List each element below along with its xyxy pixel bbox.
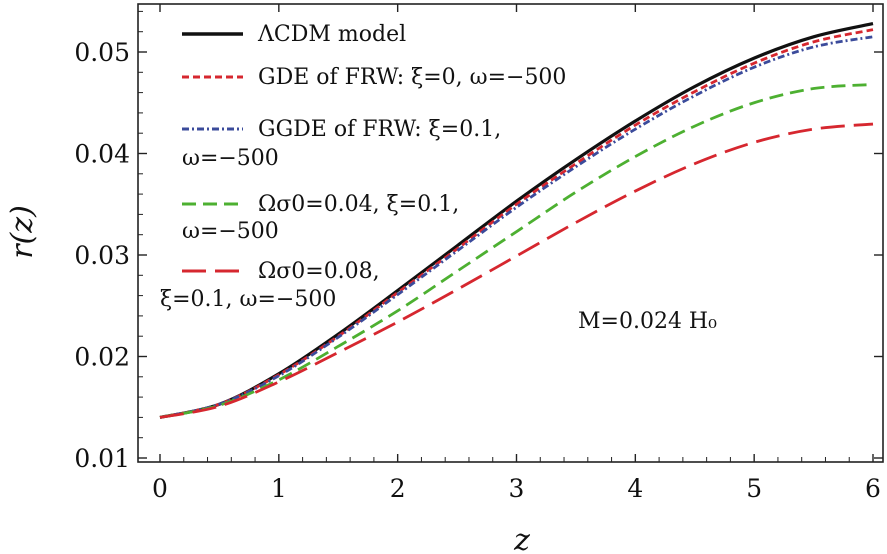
y-tick-label: 0.05 — [74, 38, 130, 67]
y-tick-label: 0.02 — [74, 343, 130, 372]
x-tick-label: 6 — [865, 474, 881, 503]
x-tick-label: 1 — [271, 474, 287, 503]
plot-frame — [137, 3, 884, 463]
x-tick-label: 2 — [390, 474, 406, 503]
x-tick-label: 0 — [152, 474, 168, 503]
legend-label-5: ξ=0.1, ω=−500 — [160, 287, 336, 312]
legend-label-3: GGDE of FRW: ξ=0.1, — [258, 117, 501, 142]
curves-layer — [159, 22, 874, 419]
x-tick-label: 3 — [509, 474, 525, 503]
x-tick-label: 4 — [627, 474, 643, 503]
y-axis-title: r(z) — [5, 205, 40, 259]
x-tick-label: 5 — [746, 474, 762, 503]
legend: ΛCDM model GDE of FRW: ξ=0, ω=−500 GGDE of… — [160, 22, 566, 312]
series-line-2 — [159, 28, 874, 419]
legend-label-1: ΛCDM model — [257, 22, 406, 47]
ticks-layer: 0 1 2 3 4 5 6 0.01 0.02 0.03 0.04 0.05 — [74, 4, 883, 503]
annotation-mass: M=0.024 H₀ — [578, 309, 717, 334]
y-tick-label: 0.03 — [74, 241, 130, 270]
y-tick-label: 0.04 — [74, 140, 130, 169]
legend-label-4: ω=−500 — [182, 219, 279, 244]
x-axis-title: z — [513, 523, 530, 554]
legend-label-4: Ωσ0=0.04, ξ=0.1, — [258, 192, 459, 217]
y-tick-label: 0.01 — [74, 444, 130, 473]
legend-label-2: GDE of FRW: ξ=0, ω=−500 — [258, 65, 566, 90]
legend-label-5: Ωσ0=0.08, — [258, 259, 380, 284]
series-line-3 — [159, 35, 874, 419]
series-line-4 — [159, 83, 874, 419]
legend-label-3: ω=−500 — [182, 146, 279, 171]
